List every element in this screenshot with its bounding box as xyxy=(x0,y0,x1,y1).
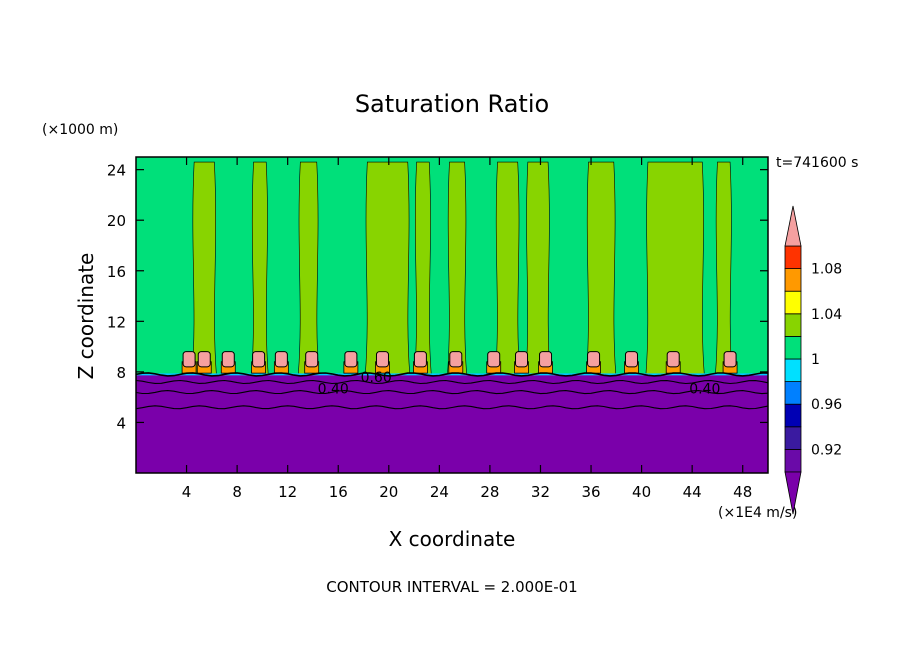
colorbar-segment xyxy=(784,290,802,315)
colorbar-segment xyxy=(784,381,802,405)
green-band xyxy=(525,161,551,375)
x-unit-label: (×1E4 m/s) xyxy=(718,505,797,521)
pink-blob xyxy=(539,351,553,368)
colorbar-over-arrow xyxy=(784,205,802,247)
colorbar-segment xyxy=(784,245,802,270)
time-label: t=741600 s xyxy=(776,155,858,171)
y-tick-label: 4 xyxy=(116,414,126,432)
colorbar-tick-label: 1 xyxy=(811,352,820,368)
y-unit-label: (×1000 m) xyxy=(42,122,118,138)
green-band xyxy=(414,161,432,375)
x-tick-label: 12 xyxy=(278,483,297,501)
colorbar-segment xyxy=(784,403,802,428)
colorbar-segment xyxy=(784,358,802,383)
colorbar-tick-label: 1.08 xyxy=(811,262,842,278)
x-tick-label: 36 xyxy=(581,483,600,501)
x-tick-label: 44 xyxy=(683,483,702,501)
green-band xyxy=(191,161,217,375)
pink-blob xyxy=(587,351,601,368)
pink-blob xyxy=(344,351,358,368)
pink-blob xyxy=(197,351,211,368)
pink-blob xyxy=(252,351,266,368)
green-band xyxy=(715,161,733,375)
pink-blob xyxy=(723,351,737,368)
y-axis: 4 8 12 16 20 24 xyxy=(107,162,768,432)
x-tick-label: 32 xyxy=(531,483,550,501)
plot-frame xyxy=(135,156,769,474)
colorbar-segment xyxy=(784,426,802,450)
contour-label: 0.40 xyxy=(689,381,720,397)
colorbar-segment xyxy=(784,448,802,473)
contour-labels: 0.40 0.60 0.40 xyxy=(318,370,721,397)
y-tick-label: 16 xyxy=(107,263,126,281)
contour-line xyxy=(135,372,769,377)
chart-title: Saturation Ratio xyxy=(355,90,549,118)
colorbar: 0.92 0.96 1 1.04 1.08 xyxy=(784,205,842,515)
colorbar-segment xyxy=(784,313,802,337)
contour-label: 0.40 xyxy=(318,381,349,397)
green-band xyxy=(645,161,705,375)
y-tick-label: 24 xyxy=(107,162,126,180)
x-axis-title: X coordinate xyxy=(389,527,516,551)
x-tick-label: 28 xyxy=(480,483,499,501)
x-axis: 4 8 12 16 20 24 28 32 36 40 44 48 xyxy=(182,157,752,501)
y-tick-label: 12 xyxy=(107,313,126,331)
contour-lines xyxy=(135,372,769,410)
pink-blob xyxy=(449,351,463,368)
green-band xyxy=(447,161,467,375)
contour-line xyxy=(135,390,769,395)
x-tick-label: 20 xyxy=(379,483,398,501)
pink-blob xyxy=(305,351,319,368)
x-tick-label: 8 xyxy=(232,483,242,501)
pink-blob xyxy=(624,351,638,368)
pink-blob xyxy=(221,351,235,368)
pink-blob xyxy=(274,351,288,368)
colorbar-segment xyxy=(784,335,802,360)
x-tick-label: 24 xyxy=(430,483,449,501)
colorbar-tick-label: 1.04 xyxy=(811,307,842,323)
pink-blob xyxy=(515,351,529,368)
y-axis-title: Z coordinate xyxy=(74,253,98,380)
green-band xyxy=(364,161,411,375)
colorbar-tick-label: 0.92 xyxy=(811,442,842,458)
colorbar-segment xyxy=(784,268,802,292)
green-band xyxy=(251,161,269,375)
contour-line xyxy=(135,405,769,410)
pink-blob xyxy=(666,351,680,368)
contour-interval-note: CONTOUR INTERVAL = 2.000E-01 xyxy=(326,578,577,596)
pink-blob xyxy=(413,351,427,368)
y-tick-label: 8 xyxy=(116,364,126,382)
colorbar-under-arrow xyxy=(784,471,802,515)
lower-layer-region xyxy=(136,374,768,473)
y-tick-label: 20 xyxy=(107,212,126,230)
contour-label: 0.60 xyxy=(361,370,392,386)
x-tick-label: 40 xyxy=(632,483,651,501)
x-tick-label: 48 xyxy=(733,483,752,501)
plot-area xyxy=(136,157,768,473)
pink-blob xyxy=(487,351,501,368)
pink-blob xyxy=(375,351,389,368)
colorbar-tick-label: 0.96 xyxy=(811,397,842,413)
green-band xyxy=(297,161,320,375)
green-band xyxy=(495,161,521,375)
pink-blob xyxy=(182,351,196,368)
contour-line xyxy=(135,379,769,385)
x-tick-label: 16 xyxy=(329,483,348,501)
x-tick-label: 4 xyxy=(182,483,192,501)
green-band xyxy=(586,161,617,375)
